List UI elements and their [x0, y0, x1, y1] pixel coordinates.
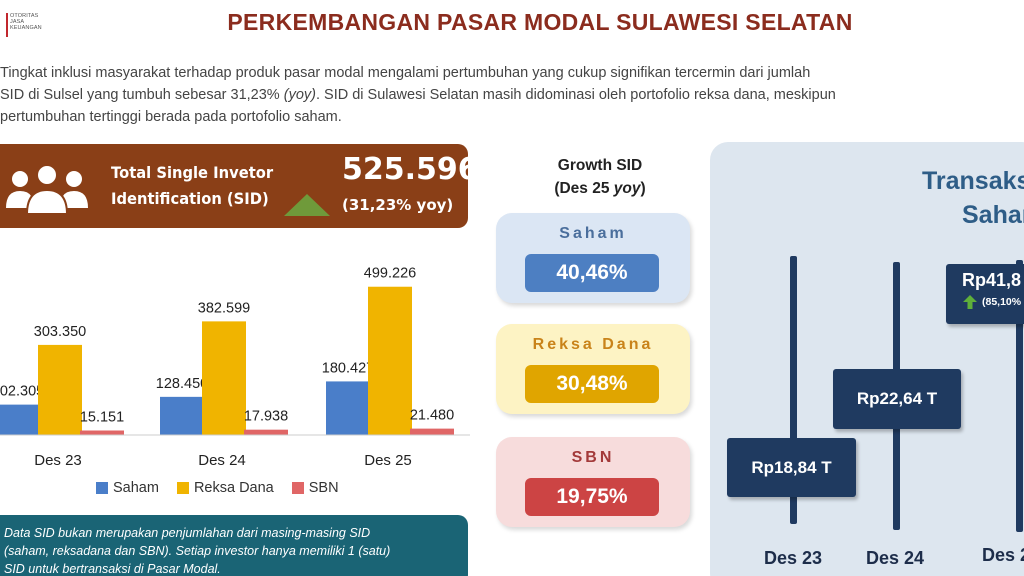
- growth-card-value: 40,46%: [525, 254, 659, 292]
- intro-paragraph: Tingkat inklusi masyarakat terhadap prod…: [0, 62, 1024, 128]
- sid-label: Total Single Invetor Identification (SID…: [111, 160, 273, 212]
- intro-line: Tingkat inklusi masyarakat terhadap prod…: [0, 65, 811, 81]
- logo-bar: [6, 13, 8, 37]
- logo-line: JASA: [10, 19, 25, 25]
- growth-card-label: SBN: [571, 449, 615, 466]
- growth-card-value: 19,75%: [525, 478, 659, 516]
- growth-title-italic: yoy: [613, 180, 641, 197]
- transaction-period-label: Des 24: [866, 548, 925, 568]
- intro-text: SID di Sulsel yang tumbuh sebesar 31,23%: [0, 87, 284, 103]
- ojk-logo: OTORITAS JASA KEUANGAN: [6, 13, 66, 37]
- bar-saham-des-23: [0, 404, 40, 435]
- people-group-icon: [6, 164, 88, 214]
- bar-sbn-des-24: [244, 429, 288, 435]
- bar-reksa-dana-des-23: [38, 344, 82, 435]
- transaction-title-line: Saham: [962, 201, 1024, 229]
- growth-card-label: Saham: [559, 225, 627, 242]
- transaction-title: Transaksi Saham: [922, 164, 1024, 232]
- sid-note: Data SID bukan merupakan penjumlahan dar…: [0, 515, 468, 576]
- category-label: Des 24: [198, 452, 246, 469]
- bar-value-label: 180.427: [322, 360, 374, 376]
- transaction-box-des24: Rp22,64 T: [833, 369, 961, 429]
- bar-reksa-dana-des-25: [368, 286, 412, 435]
- bar-value-label: 17.938: [244, 409, 288, 425]
- growth-title-line: Growth SID: [557, 157, 643, 174]
- page-title: PERKEMBANGAN PASAR MODAL SULAWESI SELATA…: [227, 9, 853, 35]
- triangle-up-icon: [284, 194, 330, 216]
- growth-title: Growth SID (Des 25 yoy): [512, 154, 688, 200]
- intro-text: . SID di Sulawesi Selatan masih didomina…: [315, 87, 836, 103]
- growth-card-reksa-dana: Reksa Dana 30,48%: [496, 324, 690, 414]
- bar-value-label: 21.480: [410, 408, 454, 424]
- bar-value-label: 303.350: [34, 324, 86, 340]
- bar-sbn-des-23: [80, 430, 124, 435]
- transaction-box-growth: (85,10%: [962, 294, 1024, 310]
- bar-value-label: 102.305: [0, 384, 44, 400]
- logo-line: OTORITAS: [10, 13, 39, 19]
- legend-label: Reksa Dana: [193, 480, 274, 496]
- legend-swatch: [96, 482, 108, 494]
- transaction-box-value: Rp41,8: [962, 270, 1022, 290]
- legend-label: SBN: [308, 480, 339, 496]
- transaction-period-label: Des 25: [982, 545, 1024, 565]
- sid-label-line: Identification (SID): [111, 189, 269, 208]
- sid-bar-chart: 102.305 303.350 15.151 Des 23 128.450 382.599…: [0, 266, 470, 469]
- growth-title-text: ): [640, 180, 646, 197]
- transaction-panel: [710, 142, 1024, 576]
- legend-label: Saham: [113, 480, 159, 496]
- note-line: SID untuk bertransaksi di Pasar Modal.: [4, 562, 221, 576]
- transaction-line-des25: [1016, 260, 1023, 532]
- bar-sbn-des-25: [410, 428, 454, 435]
- sid-growth: (31,23% yoy): [342, 196, 454, 214]
- growth-card-value: 30,48%: [525, 365, 659, 403]
- sid-total-value: 525.596: [342, 152, 479, 187]
- chart-legend: Saham Reksa Dana SBN: [96, 480, 339, 496]
- growth-title-line: (Des 25 yoy): [512, 177, 688, 200]
- growth-card-label: Reksa Dana: [532, 336, 654, 353]
- bar-value-label: 128.450: [156, 376, 208, 392]
- bar-saham-des-25: [326, 381, 370, 435]
- transaction-box-des23: Rp18,84 T: [727, 438, 856, 497]
- legend-swatch: [176, 482, 189, 494]
- bar-saham-des-24: [160, 396, 204, 435]
- sid-label-line: Total Single Invetor: [111, 163, 274, 182]
- legend-item-sbn: SBN: [291, 480, 339, 496]
- note-line: (saham, reksadana dan SBN). Setiap inves…: [4, 544, 391, 558]
- total-sid-box: Total Single Invetor Identification (SID…: [0, 144, 479, 228]
- intro-line: pertumbuhan tertinggi berada pada portof…: [0, 109, 342, 125]
- legend-item-reksa-dana: Reksa Dana: [176, 480, 274, 496]
- transaction-title-line: Transaksi: [922, 167, 1024, 195]
- transaction-box-des25: Rp41,8 (85,10%: [946, 264, 1024, 324]
- growth-title-text: (Des 25: [554, 180, 614, 197]
- legend-item-saham: Saham: [96, 480, 159, 496]
- intro-line: SID di Sulsel yang tumbuh sebesar 31,23%…: [0, 84, 1024, 106]
- growth-card-sbn: SBN 19,75%: [496, 437, 690, 527]
- bar-value-label: 499.226: [364, 266, 416, 282]
- logo-line: KEUANGAN: [10, 25, 42, 31]
- category-label: Des 23: [34, 452, 82, 469]
- note-line: Data SID bukan merupakan penjumlahan dar…: [4, 526, 371, 540]
- transaction-line-des23: [790, 256, 797, 524]
- bar-value-label: 15.151: [80, 410, 124, 426]
- logo-text: OTORITAS JASA KEUANGAN: [10, 13, 66, 31]
- transaction-growth-text: (85,10%: [982, 296, 1022, 308]
- category-label: Des 25: [364, 452, 412, 469]
- arrow-up-icon: [963, 295, 977, 309]
- intro-text-italic: (yoy): [283, 87, 316, 103]
- legend-swatch: [291, 482, 304, 494]
- growth-card-saham: Saham 40,46%: [496, 213, 690, 303]
- bar-reksa-dana-des-24: [202, 321, 246, 435]
- transaction-period-label: Des 23: [764, 548, 823, 568]
- bar-value-label: 382.599: [198, 300, 250, 316]
